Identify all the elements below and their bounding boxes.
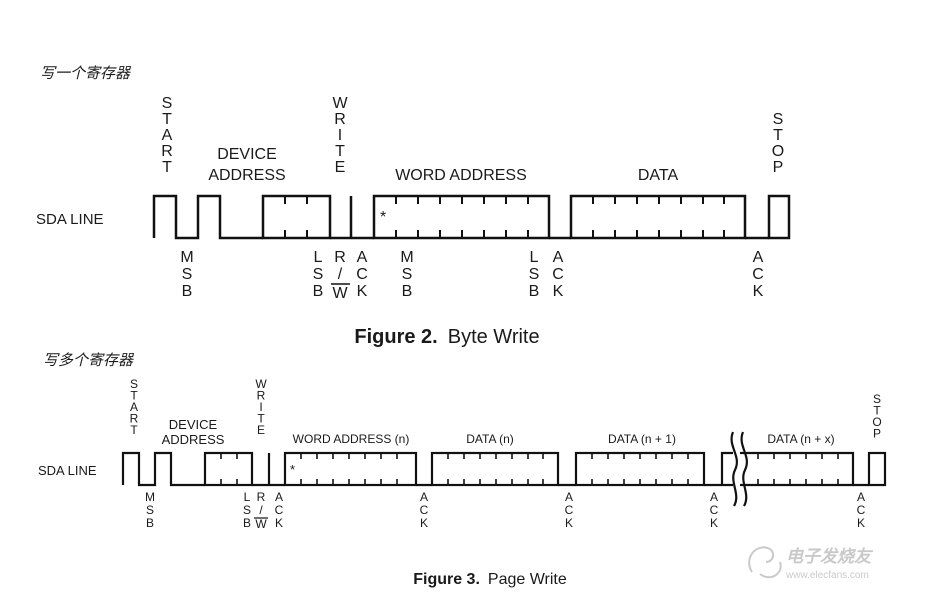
device-address-label-line2: ADDRESS <box>208 167 285 184</box>
reserved-bit-asterisk: * <box>380 209 386 226</box>
byte-write-sda-waveform <box>152 194 791 240</box>
word-address-n-byte <box>283 451 418 487</box>
rw-label-small: R / W <box>254 490 268 531</box>
figure-3-number: Figure 3. <box>413 571 480 588</box>
figure-2-title: Byte Write <box>448 326 540 348</box>
device-address-byte <box>261 194 332 240</box>
watermark-logo-icon <box>748 546 782 579</box>
page-write-sda-waveform <box>121 431 887 507</box>
svg-text:/: / <box>338 266 343 283</box>
data-nx-byte <box>740 451 855 487</box>
figure-2-caption: Figure 2. Byte Write <box>354 326 539 348</box>
page-write-heading: 写多个寄存器 <box>43 351 135 369</box>
byte-write-heading: 写一个寄存器 <box>40 64 132 82</box>
data-n-label: DATA (n) <box>466 432 514 446</box>
word-address-n-label: WORD ADDRESS (n) <box>293 432 410 446</box>
byte-write-bit-ticks <box>284 196 725 238</box>
stop-bit <box>767 194 791 240</box>
svg-text:/: / <box>259 503 263 517</box>
watermark-logo-text: 电子发烧友 <box>786 547 874 566</box>
svg-text:R: R <box>334 249 346 266</box>
figure-3-caption: Figure 3. Page Write <box>413 571 567 588</box>
rw-label: R / W <box>331 249 350 302</box>
device-address-label-line1: DEVICE <box>217 146 277 163</box>
data-nx-label: DATA (n + x) <box>767 432 834 446</box>
break-segment-left <box>720 451 733 487</box>
stop-bit-small <box>867 451 887 487</box>
device-address-label-small-line2: ADDRESS <box>162 432 225 447</box>
watermark-url: www.elecfans.com <box>785 570 869 581</box>
start-and-msb-pulses-small <box>121 451 187 487</box>
sda-line-label: SDA LINE <box>36 211 104 228</box>
reserved-bit-asterisk-small: * <box>290 462 295 477</box>
sda-line-label-small: SDA LINE <box>38 463 97 478</box>
svg-text:W: W <box>332 285 348 302</box>
svg-text:W: W <box>255 517 267 531</box>
watermark: 电子发烧友 www.elecfans.com <box>748 546 874 581</box>
device-address-byte-small <box>203 451 254 487</box>
data-n1-label: DATA (n + 1) <box>608 432 676 446</box>
svg-text:R: R <box>257 490 266 504</box>
word-address-label: WORD ADDRESS <box>395 167 527 184</box>
data-label: DATA <box>638 167 679 184</box>
figure-3-title: Page Write <box>488 571 567 588</box>
figure-2-number: Figure 2. <box>354 326 437 348</box>
data-n-byte <box>430 451 560 487</box>
timeline-break-mark <box>730 431 748 507</box>
start-and-msb-pulses <box>152 194 241 240</box>
device-address-label-small-line1: DEVICE <box>169 417 218 432</box>
page-write-bit-ticks <box>220 453 839 485</box>
